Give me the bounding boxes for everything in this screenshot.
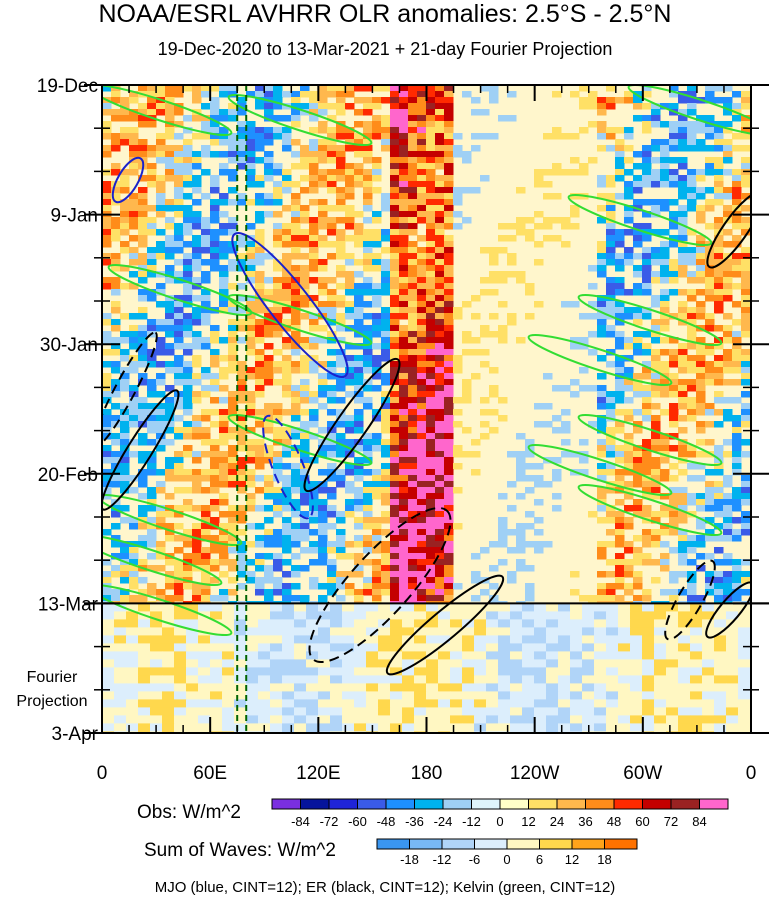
obs-legend-level-0: -84 [291,814,310,829]
x-tick-label-2: 120E [296,763,340,784]
x-tick-label-1: 60E [193,763,227,784]
x-tick-label-5: 60W [623,763,662,784]
waves-legend-level-3: 0 [503,852,510,867]
obs-legend-swatch-10 [556,798,586,810]
kelvin-contour-13 [102,533,223,587]
obs-legend-level-3: -48 [377,814,396,829]
kelvin-contour-9 [577,413,723,467]
obs-legend-swatch-5 [414,798,444,810]
mjo-contour-0 [231,232,349,378]
waves-legend-level-1: -12 [433,852,452,867]
mjo-contour-2 [111,156,145,204]
waves-legend-swatch-5 [539,838,573,850]
obs-legend-swatch-4 [385,798,415,810]
mjo-contour-1 [262,414,314,520]
y-tick-label-1: 9-Jan [50,206,98,227]
y-tick-label-4: 13-Mar [38,594,99,615]
waves-legend-swatch-0 [376,838,410,850]
er-contour-3 [706,191,751,269]
obs-legend-swatch-12 [613,798,643,810]
obs-legend-level-11: 48 [607,814,621,829]
kelvin-contour-12 [577,483,723,537]
waves-legend-level-5: 12 [565,852,579,867]
waves-legend-swatch-7 [604,838,638,850]
x-tick-label-4: 120W [510,763,560,784]
waves-legend-level-0: -18 [400,852,419,867]
waves-legend-swatch-3 [474,838,508,850]
obs-legend-swatch-0 [271,798,301,810]
x-tick-label-0: 0 [97,763,108,784]
obs-legend-swatch-8 [499,798,529,810]
waves-legend-swatch-2 [441,838,475,850]
obs-legend-level-1: -72 [320,814,339,829]
olr-anomaly-field [102,85,751,733]
chart-title: NOAA/ESRL AVHRR OLR anomalies: 2.5°S - 2… [98,0,672,28]
kelvin-contour-10 [102,493,243,547]
obs-legend-swatch-13 [642,798,672,810]
obs-legend-swatch-2 [328,798,358,810]
kelvin-contour-1 [227,93,373,147]
er-contour-2 [308,507,452,663]
obs-legend-swatch-7 [471,798,501,810]
waves-legend-swatch-4 [506,838,540,850]
y-tick-label-0: 19-Dec [37,76,98,97]
obs-legend-level-2: -60 [348,814,367,829]
chart-subtitle: 19-Dec-2020 to 13-Mar-2021 + 21-day Four… [157,39,613,59]
y-tick-label-5: 3-Apr [52,724,99,745]
obs-legend-level-10: 36 [578,814,592,829]
waves-legend-level-4: 6 [536,852,543,867]
x-tick-label-3: 180 [411,763,443,784]
obs-legend-level-13: 72 [664,814,678,829]
er-contour-5 [102,331,158,449]
footnote: MJO (blue, CINT=12); ER (black, CINT=12)… [154,879,616,896]
obs-legend-level-7: 0 [496,814,503,829]
kelvin-contour-5 [227,293,373,347]
er-contour-1 [385,574,505,676]
kelvin-contour-7 [527,333,673,387]
kelvin-contour-14 [102,583,233,637]
obs-legend-label: Obs: W/m^2 [137,802,241,823]
er-contour-6 [664,559,716,641]
wave-contours [102,85,751,733]
obs-legend-level-8: 12 [521,814,535,829]
y-tick-label-3: 20-Feb [38,465,98,486]
axis-ticks: 0 60E 120E 180 120W 60W 0 19-Dec 9-Jan 30-Jan 20-F… [16,76,769,784]
er-contour-0 [303,357,401,493]
obs-legend-swatch-14 [670,798,700,810]
kelvin-contour-0 [102,85,233,137]
obs-legend-swatch-15 [699,798,729,810]
kelvin-contour-11 [527,443,673,497]
waves-legend-level-6: 18 [597,852,611,867]
obs-legend-swatch-6 [442,798,472,810]
kelvin-contour-2 [627,85,751,137]
projection-label-line-0: Fourier [27,669,78,686]
color-legends: -84 -72 -60 -48 -36 -24 -12 0 12 24 36 48 60 72 84-18-… [271,798,729,867]
kelvin-contour-3 [567,193,713,247]
obs-legend-level-6: -12 [462,814,481,829]
obs-legend-swatch-3 [357,798,387,810]
waves-legend-swatch-6 [571,838,605,850]
waves-legend-swatch-1 [409,838,443,850]
obs-legend-level-9: 24 [550,814,564,829]
obs-legend-level-12: 60 [635,814,649,829]
obs-legend-level-5: -24 [434,814,453,829]
y-tick-label-2: 30-Jan [40,335,98,356]
obs-legend-level-4: -36 [405,814,424,829]
obs-legend-swatch-11 [585,798,615,810]
x-tick-label-6: 0 [746,763,757,784]
waves-legend-label: Sum of Waves: W/m^2 [144,840,336,861]
obs-legend-swatch-9 [528,798,558,810]
waves-legend-level-2: -6 [469,852,481,867]
kelvin-contour-6 [577,293,723,347]
projection-label-line-1: Projection [16,693,87,710]
obs-legend-level-14: 84 [692,814,706,829]
obs-legend-swatch-1 [300,798,330,810]
